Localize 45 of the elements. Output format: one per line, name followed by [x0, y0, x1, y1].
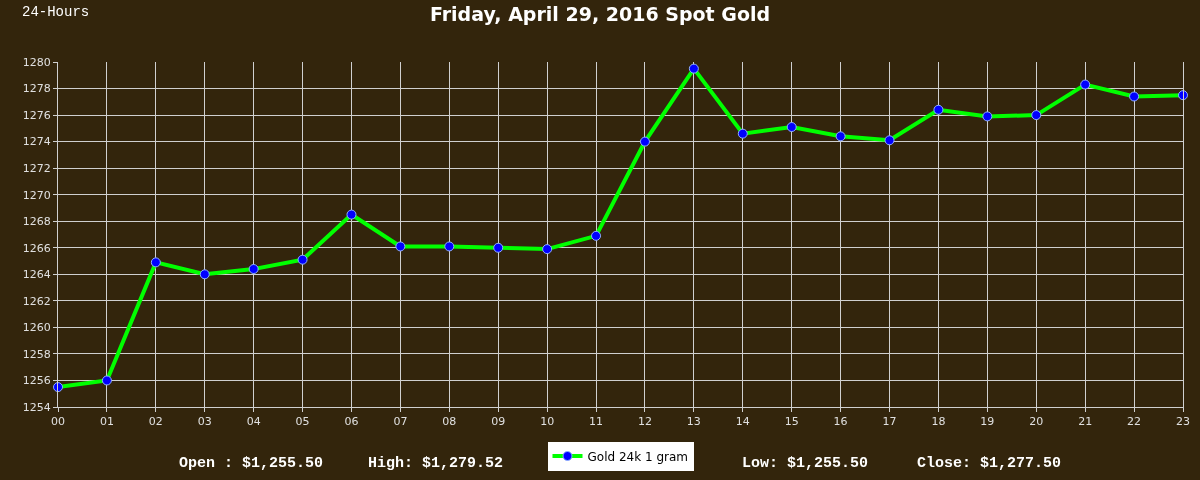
x-tick-label: 10 — [540, 415, 555, 429]
y-tick-label: 1276 — [22, 108, 51, 122]
x-tick-label: 23 — [1176, 415, 1190, 429]
x-tick-label: 18 — [931, 415, 946, 429]
y-tick-label: 1264 — [22, 268, 51, 282]
x-tick-label: 08 — [442, 415, 457, 429]
x-tick-label: 14 — [735, 415, 750, 429]
x-tick-label: 00 — [51, 415, 65, 429]
x-tick-label: 04 — [246, 415, 261, 429]
x-tick-label: 16 — [833, 415, 848, 429]
x-tick-label: 20 — [1029, 415, 1044, 429]
y-tick-label: 1258 — [22, 347, 51, 361]
text: Open : $1,255.50 — [179, 455, 324, 472]
x-tick-label: 02 — [148, 415, 163, 429]
x-tick-label: 09 — [491, 415, 506, 429]
x-tick-label: 21 — [1078, 415, 1093, 429]
x-tick-label: 15 — [784, 415, 799, 429]
x-tick-label: 22 — [1127, 415, 1142, 429]
y-tick-label: 1262 — [22, 294, 51, 308]
chart-subtitle: 24-Hours — [22, 4, 90, 20]
x-tick-label: 07 — [393, 415, 408, 429]
x-tick-label: 11 — [589, 415, 604, 429]
x-tick-label: 13 — [686, 415, 701, 429]
x-tick-label: 19 — [980, 415, 995, 429]
y-tick-label: 1266 — [22, 241, 51, 255]
x-tick-label: 05 — [295, 415, 310, 429]
y-tick-label: 1280 — [22, 55, 51, 69]
y-tick-label: 1256 — [22, 374, 51, 388]
text: Close: $1,277.50 — [917, 455, 1062, 472]
y-tick-label: 1278 — [22, 82, 51, 96]
y-tick-label: 1274 — [22, 135, 51, 149]
legend-label: Gold 24k 1 gram — [587, 449, 688, 464]
y-tick-label: 1272 — [22, 162, 51, 175]
x-tick-label: 01 — [99, 415, 114, 429]
x-tick-label: 12 — [637, 415, 652, 429]
x-tick-label: 03 — [197, 415, 212, 429]
y-tick-label: 1254 — [22, 400, 51, 414]
y-tick-label: 1270 — [22, 188, 51, 202]
x-tick-label: 17 — [882, 415, 897, 429]
text: Low: $1,255.50 — [742, 455, 869, 472]
x-tick-label: 06 — [344, 415, 359, 429]
chart-title: Friday, April 29, 2016 Spot Gold — [429, 2, 771, 25]
text: High: $1,279.52 — [368, 455, 504, 472]
y-tick-label: 1260 — [22, 321, 51, 335]
y-tick-label: 1268 — [22, 215, 51, 229]
